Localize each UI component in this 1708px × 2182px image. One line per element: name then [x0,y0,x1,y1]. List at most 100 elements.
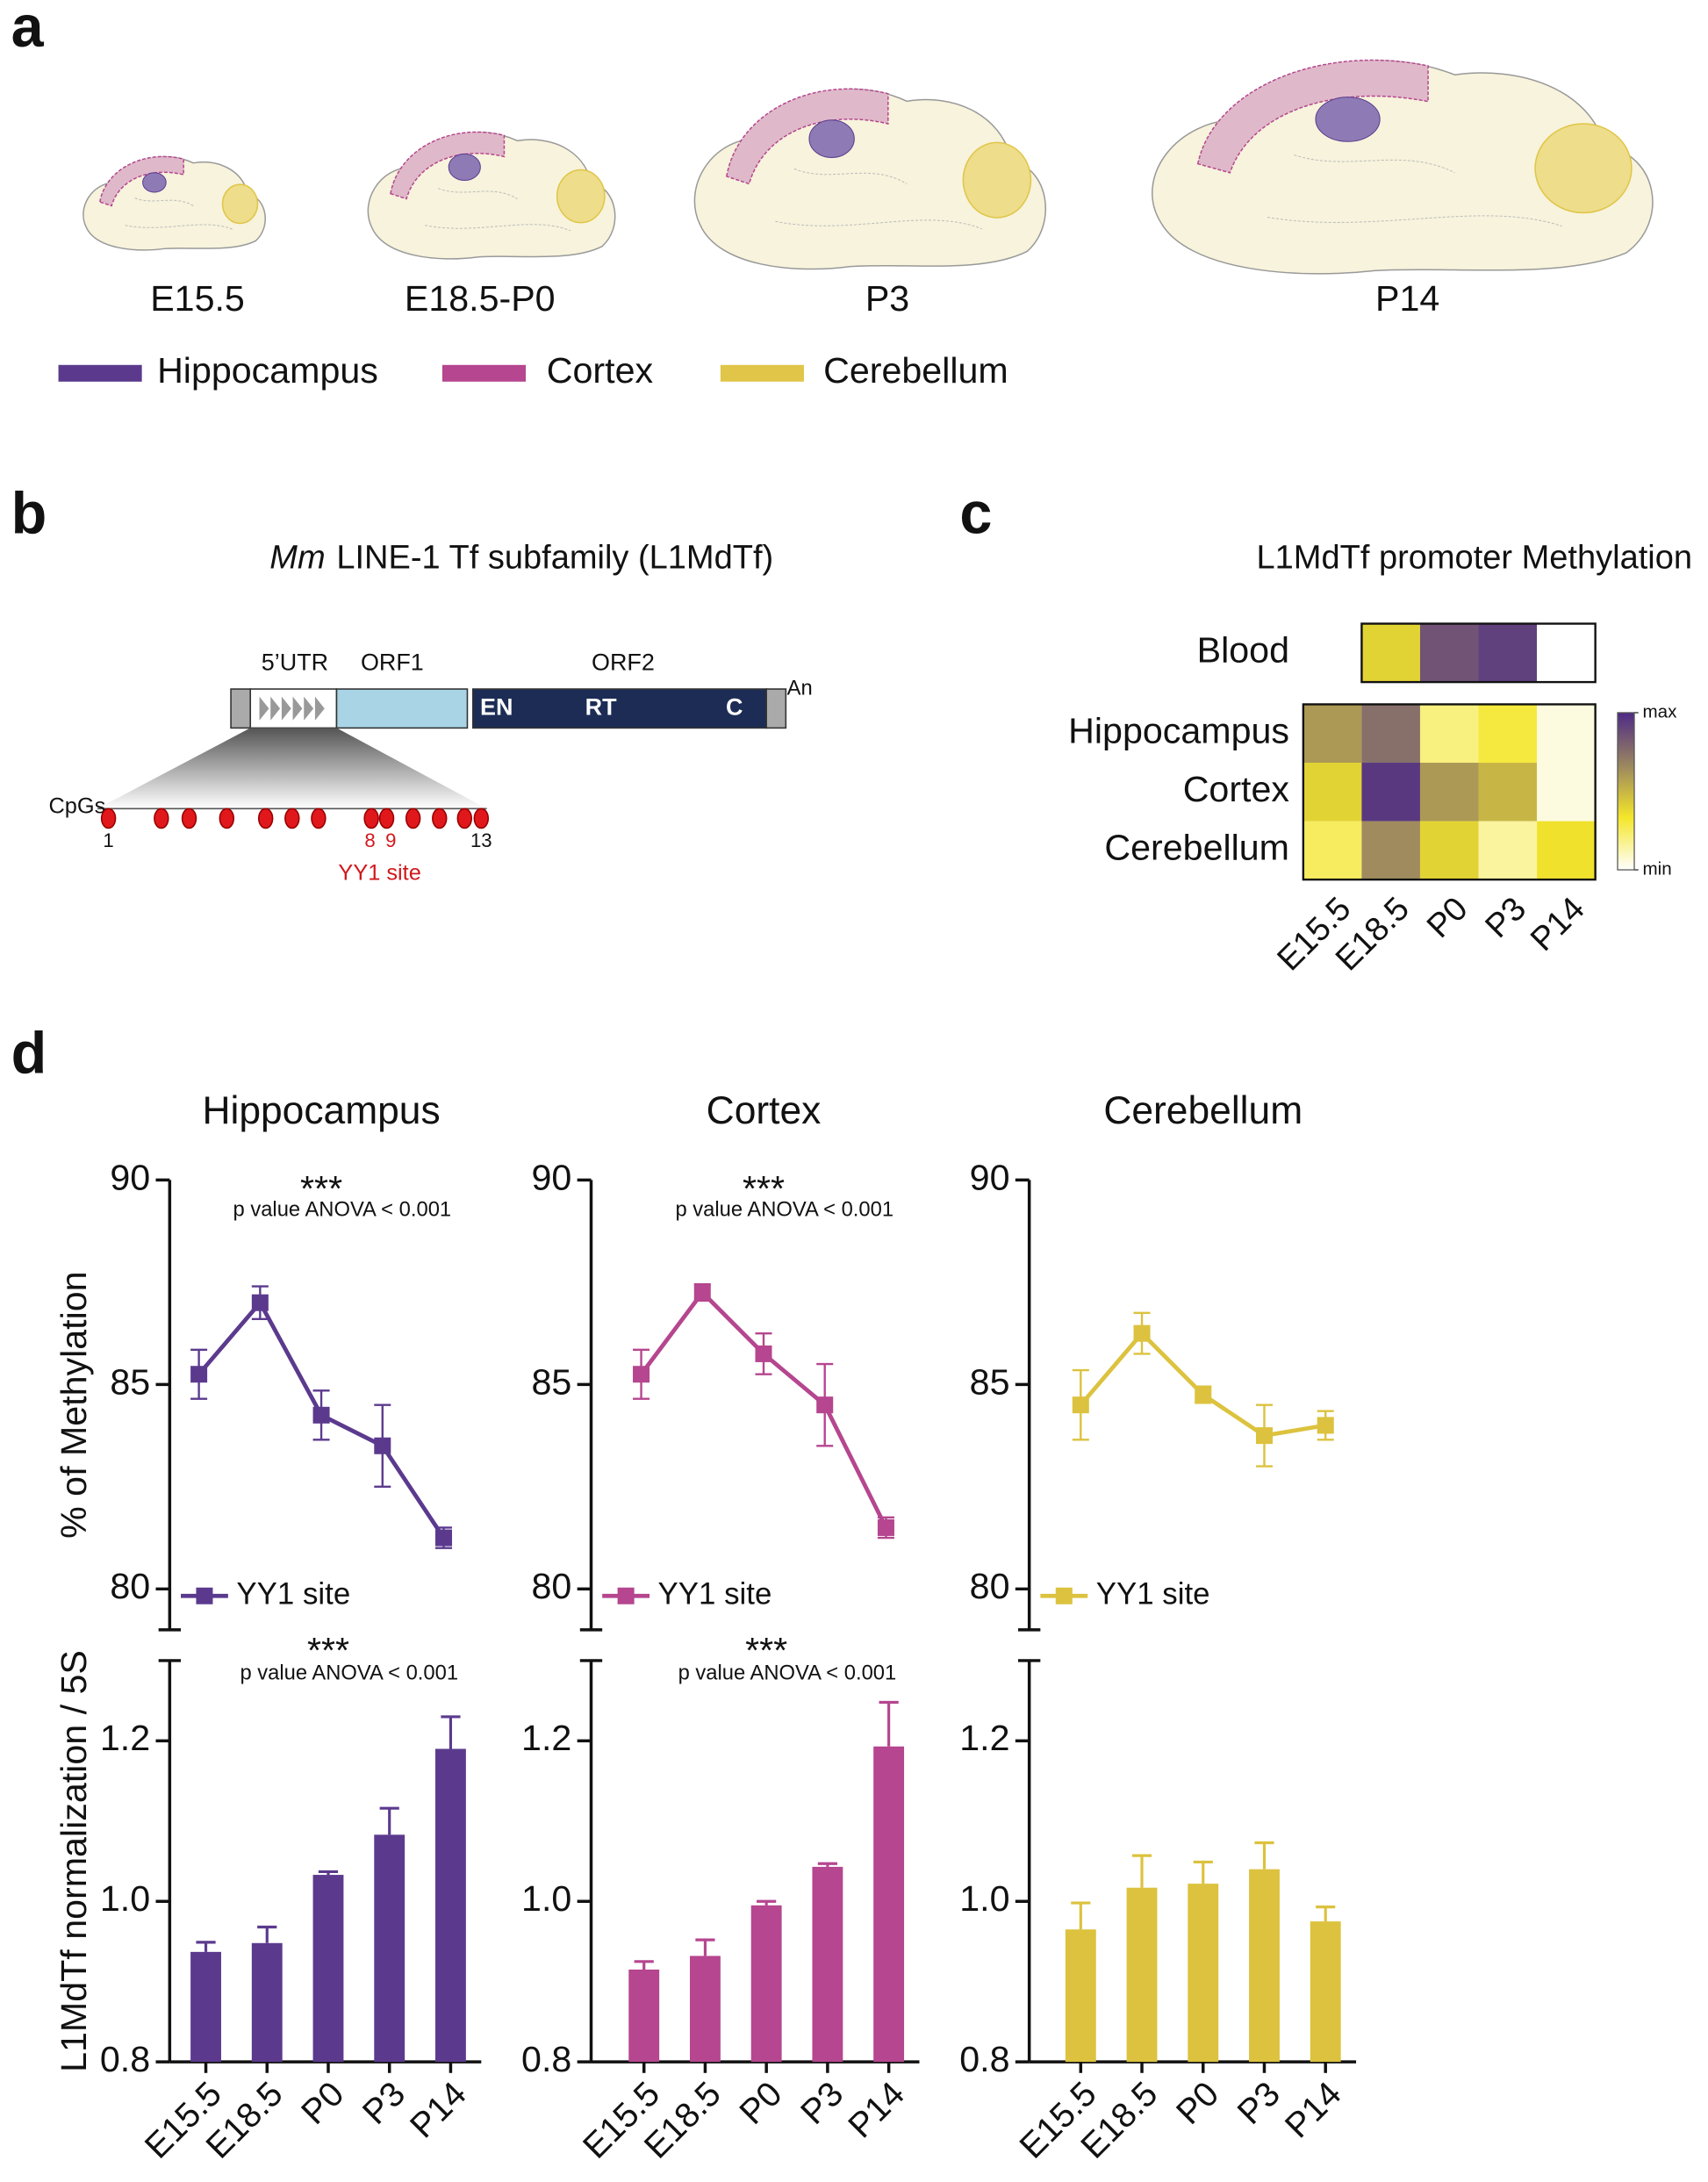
repeat [291,693,305,725]
cpg-dot [432,807,448,829]
error-bar [1254,1841,1274,1870]
heatmap-cell [1478,623,1538,683]
annotation: *** [743,1168,785,1209]
y-tick-label: 1.2 [100,1718,150,1758]
heatmap-cell [1478,763,1538,822]
cpg-dot [456,807,473,829]
bar [435,1748,466,2063]
panel-letter: c [959,482,992,547]
marker [755,1345,772,1362]
bar [1188,1884,1219,2063]
segment-label: ORF1 [361,650,424,676]
heatmap-cell [1537,704,1596,764]
y-tick-label: 1.0 [521,1878,571,1919]
error-bar [441,1715,461,1749]
cpg-dot [473,807,490,829]
y-tick-label: 85 [110,1361,150,1402]
annotation: p value ANOVA < 0.001 [678,1661,897,1684]
cpg-label: CpGs [48,793,105,818]
error-bar [879,1700,899,1747]
heatmap-cell [1419,623,1479,683]
error-bar [196,1941,216,1952]
heatmap-cell [1303,704,1362,764]
cpg-number: 13 [470,829,492,851]
brain-illustration [694,89,1045,269]
bar [312,1875,344,2063]
colorbar [1617,712,1635,871]
y-tick-label: 0.8 [959,2039,1009,2079]
y-tick-label: 0.8 [521,2039,571,2079]
heatmap-cell [1478,821,1538,880]
cpg-dot [154,807,169,829]
error-bar [1316,1906,1336,1922]
repeat [257,693,271,725]
y-tick-label: 80 [110,1566,150,1606]
bar [873,1746,905,2063]
orf1-box [335,688,469,729]
legend-label: Cortex [547,350,654,391]
annotation: p value ANOVA < 0.001 [240,1661,458,1684]
repeat [269,693,283,725]
cpg-dot [100,807,117,829]
y-tick-label: 1.0 [100,1878,150,1919]
cpg-zoom [97,728,487,809]
annotation: *** [307,1630,349,1670]
legend-marker [617,1587,635,1604]
repeat [280,693,293,725]
panel-b-title: Mm LINE-1 Tf subfamily (L1MdTf) [269,540,773,577]
column-label: P3 [1479,890,1534,945]
brain-illustration [82,154,267,252]
panel-letter: a [11,0,45,60]
repeat [302,693,316,725]
marker [633,1366,650,1383]
marker [251,1294,269,1311]
x-tick-label: P3 [793,2074,850,2131]
error-bar [1131,1854,1152,1888]
domain-label: C [726,693,743,720]
x-tick-label: P0 [732,2074,789,2131]
cpg-dot [219,807,235,829]
cpg-dot [311,807,327,829]
chart-title: Cerebellum [1103,1089,1303,1132]
cpg-number: 9 [385,829,396,851]
repeat [313,693,327,725]
marker [1195,1386,1212,1403]
y-tick-label: 0.8 [100,2039,150,2079]
panel-letter: d [11,1022,47,1087]
heatmap-cell [1537,763,1596,822]
tail-label: An [787,676,813,700]
stage-label: P14 [1375,278,1439,319]
bar [374,1834,405,2063]
domain-label: RT [585,693,617,720]
y-tick-label: 1.2 [959,1718,1009,1758]
row-label: Hippocampus [1068,711,1289,751]
bar [1126,1887,1158,2063]
y-tick-label: 80 [531,1566,571,1606]
y-tick-label: 80 [970,1566,1010,1606]
legend-swatch [441,364,527,382]
gene-cap [765,688,787,729]
bar [1065,1929,1096,2063]
bar [750,1905,782,2063]
cpg-dot [284,807,300,829]
error-bar [634,1960,654,1970]
heatmap-cell [1419,763,1479,822]
heatmap-cell [1361,763,1420,822]
y-tick-label: 90 [970,1157,1010,1197]
chart-title: L1MdTf promoter Methylation [1257,540,1693,577]
x-tick-label: P14 [403,2074,474,2145]
bar [1249,1869,1280,2063]
title-text: LINE-1 Tf subfamily (L1MdTf) [336,540,773,577]
cpg-dot [181,807,197,829]
cpg-number: 8 [364,829,375,851]
marker [1255,1427,1273,1445]
error-bar [1193,1860,1213,1884]
legend-label: Hippocampus [157,350,378,391]
error-bar [695,1938,715,1956]
x-tick-label: P14 [841,2074,912,2145]
y-tick-label: 90 [110,1157,150,1197]
chart-title: Hippocampus [202,1089,440,1132]
annotation: p value ANOVA < 0.001 [233,1198,452,1222]
heatmap-cell [1478,704,1538,764]
heatmap-cell [1361,821,1420,880]
